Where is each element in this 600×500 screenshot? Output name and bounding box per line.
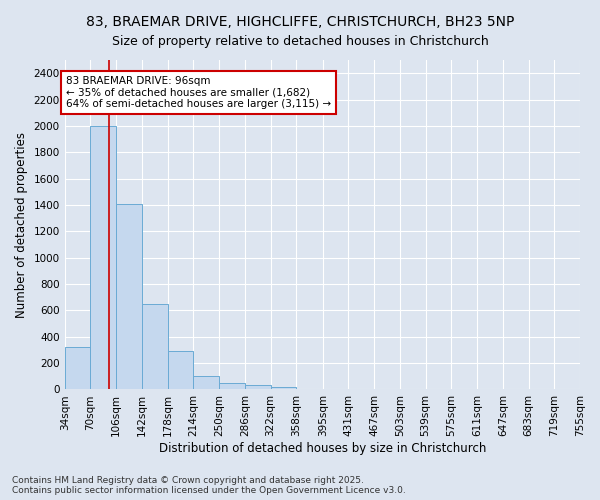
Bar	[91, 126, 116, 390]
Bar	[167, 351, 193, 390]
Text: Contains HM Land Registry data © Crown copyright and database right 2025.
Contai: Contains HM Land Registry data © Crown c…	[12, 476, 406, 495]
Bar	[116, 204, 142, 390]
Text: 83 BRAEMAR DRIVE: 96sqm
← 35% of detached houses are smaller (1,682)
64% of semi: 83 BRAEMAR DRIVE: 96sqm ← 35% of detache…	[66, 76, 331, 109]
Bar	[65, 346, 91, 390]
Bar	[219, 383, 245, 390]
Bar	[245, 385, 271, 390]
Bar	[193, 376, 219, 390]
X-axis label: Distribution of detached houses by size in Christchurch: Distribution of detached houses by size …	[158, 442, 486, 455]
Bar	[271, 387, 296, 390]
Text: Size of property relative to detached houses in Christchurch: Size of property relative to detached ho…	[112, 35, 488, 48]
Y-axis label: Number of detached properties: Number of detached properties	[15, 132, 28, 318]
Text: 83, BRAEMAR DRIVE, HIGHCLIFFE, CHRISTCHURCH, BH23 5NP: 83, BRAEMAR DRIVE, HIGHCLIFFE, CHRISTCHU…	[86, 15, 514, 29]
Bar	[296, 389, 322, 390]
Bar	[142, 304, 167, 390]
